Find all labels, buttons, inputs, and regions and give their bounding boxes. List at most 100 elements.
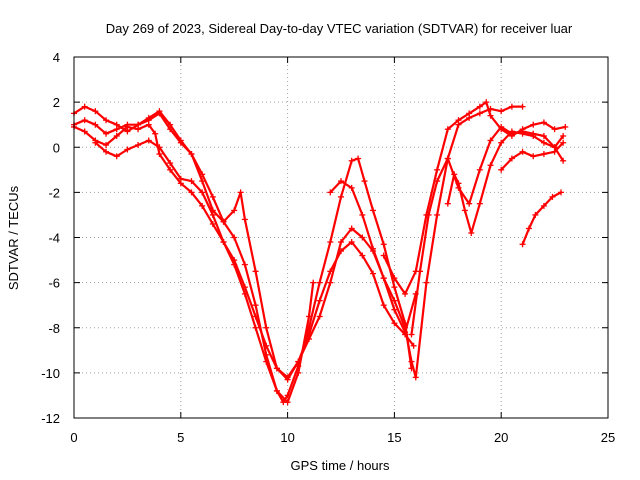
data-point — [167, 166, 174, 173]
data-point — [209, 220, 216, 227]
data-point — [338, 248, 344, 255]
data-point — [540, 202, 547, 209]
data-point — [444, 200, 451, 207]
data-point — [338, 239, 344, 246]
data-point — [124, 146, 131, 153]
data-point — [562, 123, 569, 130]
data-point — [451, 171, 458, 178]
data-point — [417, 268, 424, 275]
data-point — [263, 324, 270, 331]
data-point — [156, 108, 163, 115]
data-point — [167, 160, 174, 167]
data-point — [199, 202, 206, 209]
data-point — [466, 200, 473, 207]
data-point — [558, 189, 565, 196]
data-point — [361, 178, 368, 185]
data-point — [551, 126, 558, 133]
data-point — [402, 290, 409, 297]
data-point — [391, 297, 398, 304]
data-point — [152, 130, 159, 137]
data-point — [498, 166, 505, 173]
data-point — [519, 130, 526, 137]
data-point — [145, 114, 152, 121]
data-point — [380, 241, 387, 248]
data-point — [348, 239, 355, 246]
y-tick-label: -6 — [48, 276, 60, 291]
data-point — [551, 148, 558, 155]
y-tick-label: -12 — [41, 411, 60, 426]
data-point — [81, 128, 88, 135]
data-point — [316, 297, 323, 304]
data-point — [508, 103, 515, 110]
data-point — [188, 151, 195, 158]
data-point — [468, 229, 475, 236]
data-point — [380, 252, 387, 259]
data-point — [476, 200, 483, 207]
data-point — [434, 166, 441, 173]
data-point — [391, 306, 398, 313]
data-point — [241, 216, 248, 223]
data-point — [284, 374, 291, 381]
series-group — [71, 99, 569, 406]
data-point — [466, 110, 473, 117]
data-point — [209, 193, 216, 200]
data-point — [508, 128, 515, 135]
data-point — [487, 162, 494, 169]
data-point — [498, 108, 505, 115]
data-point — [348, 225, 355, 232]
data-point — [498, 139, 505, 146]
data-point — [237, 189, 244, 196]
data-point — [476, 166, 483, 173]
data-point — [231, 234, 238, 241]
data-point — [295, 363, 302, 370]
data-point — [355, 155, 362, 162]
series-track-2 — [72, 110, 417, 381]
data-point — [327, 268, 334, 275]
data-point — [103, 117, 110, 124]
data-point — [316, 279, 323, 286]
data-point — [252, 302, 259, 309]
data-point — [444, 155, 451, 162]
data-point — [380, 302, 387, 309]
data-point — [280, 399, 287, 406]
data-point — [145, 121, 152, 128]
y-tick-label: 2 — [53, 95, 60, 110]
data-point — [370, 245, 377, 252]
data-point — [434, 178, 441, 185]
data-point — [156, 151, 163, 158]
x-tick-label: 5 — [177, 430, 184, 445]
data-point — [560, 132, 567, 139]
data-point — [231, 207, 238, 214]
data-point — [434, 211, 441, 218]
data-point — [408, 358, 415, 365]
data-point — [487, 137, 494, 144]
data-point — [310, 279, 317, 286]
data-point — [177, 137, 184, 144]
data-point — [530, 153, 537, 160]
data-point — [135, 141, 142, 148]
data-point — [391, 284, 398, 291]
data-point — [519, 148, 526, 155]
data-point — [92, 121, 99, 128]
x-tick-label: 25 — [601, 430, 615, 445]
data-point — [241, 261, 248, 268]
data-point — [519, 103, 526, 110]
chart-title: Day 269 of 2023, Sidereal Day-to-day VTE… — [106, 21, 573, 36]
data-point — [380, 275, 387, 282]
data-point — [391, 320, 398, 327]
data-point — [540, 151, 547, 158]
data-point — [92, 108, 99, 115]
data-point — [220, 218, 227, 225]
data-point — [348, 184, 355, 191]
data-point — [549, 193, 556, 200]
data-point — [327, 239, 334, 246]
data-point — [81, 117, 88, 124]
data-point — [199, 189, 206, 196]
data-point — [188, 189, 195, 196]
data-point — [252, 313, 259, 320]
data-point — [483, 99, 490, 106]
data-point — [461, 207, 468, 214]
series-track-7 — [410, 125, 565, 336]
data-point — [252, 268, 259, 275]
y-tick-label: 4 — [53, 50, 60, 65]
